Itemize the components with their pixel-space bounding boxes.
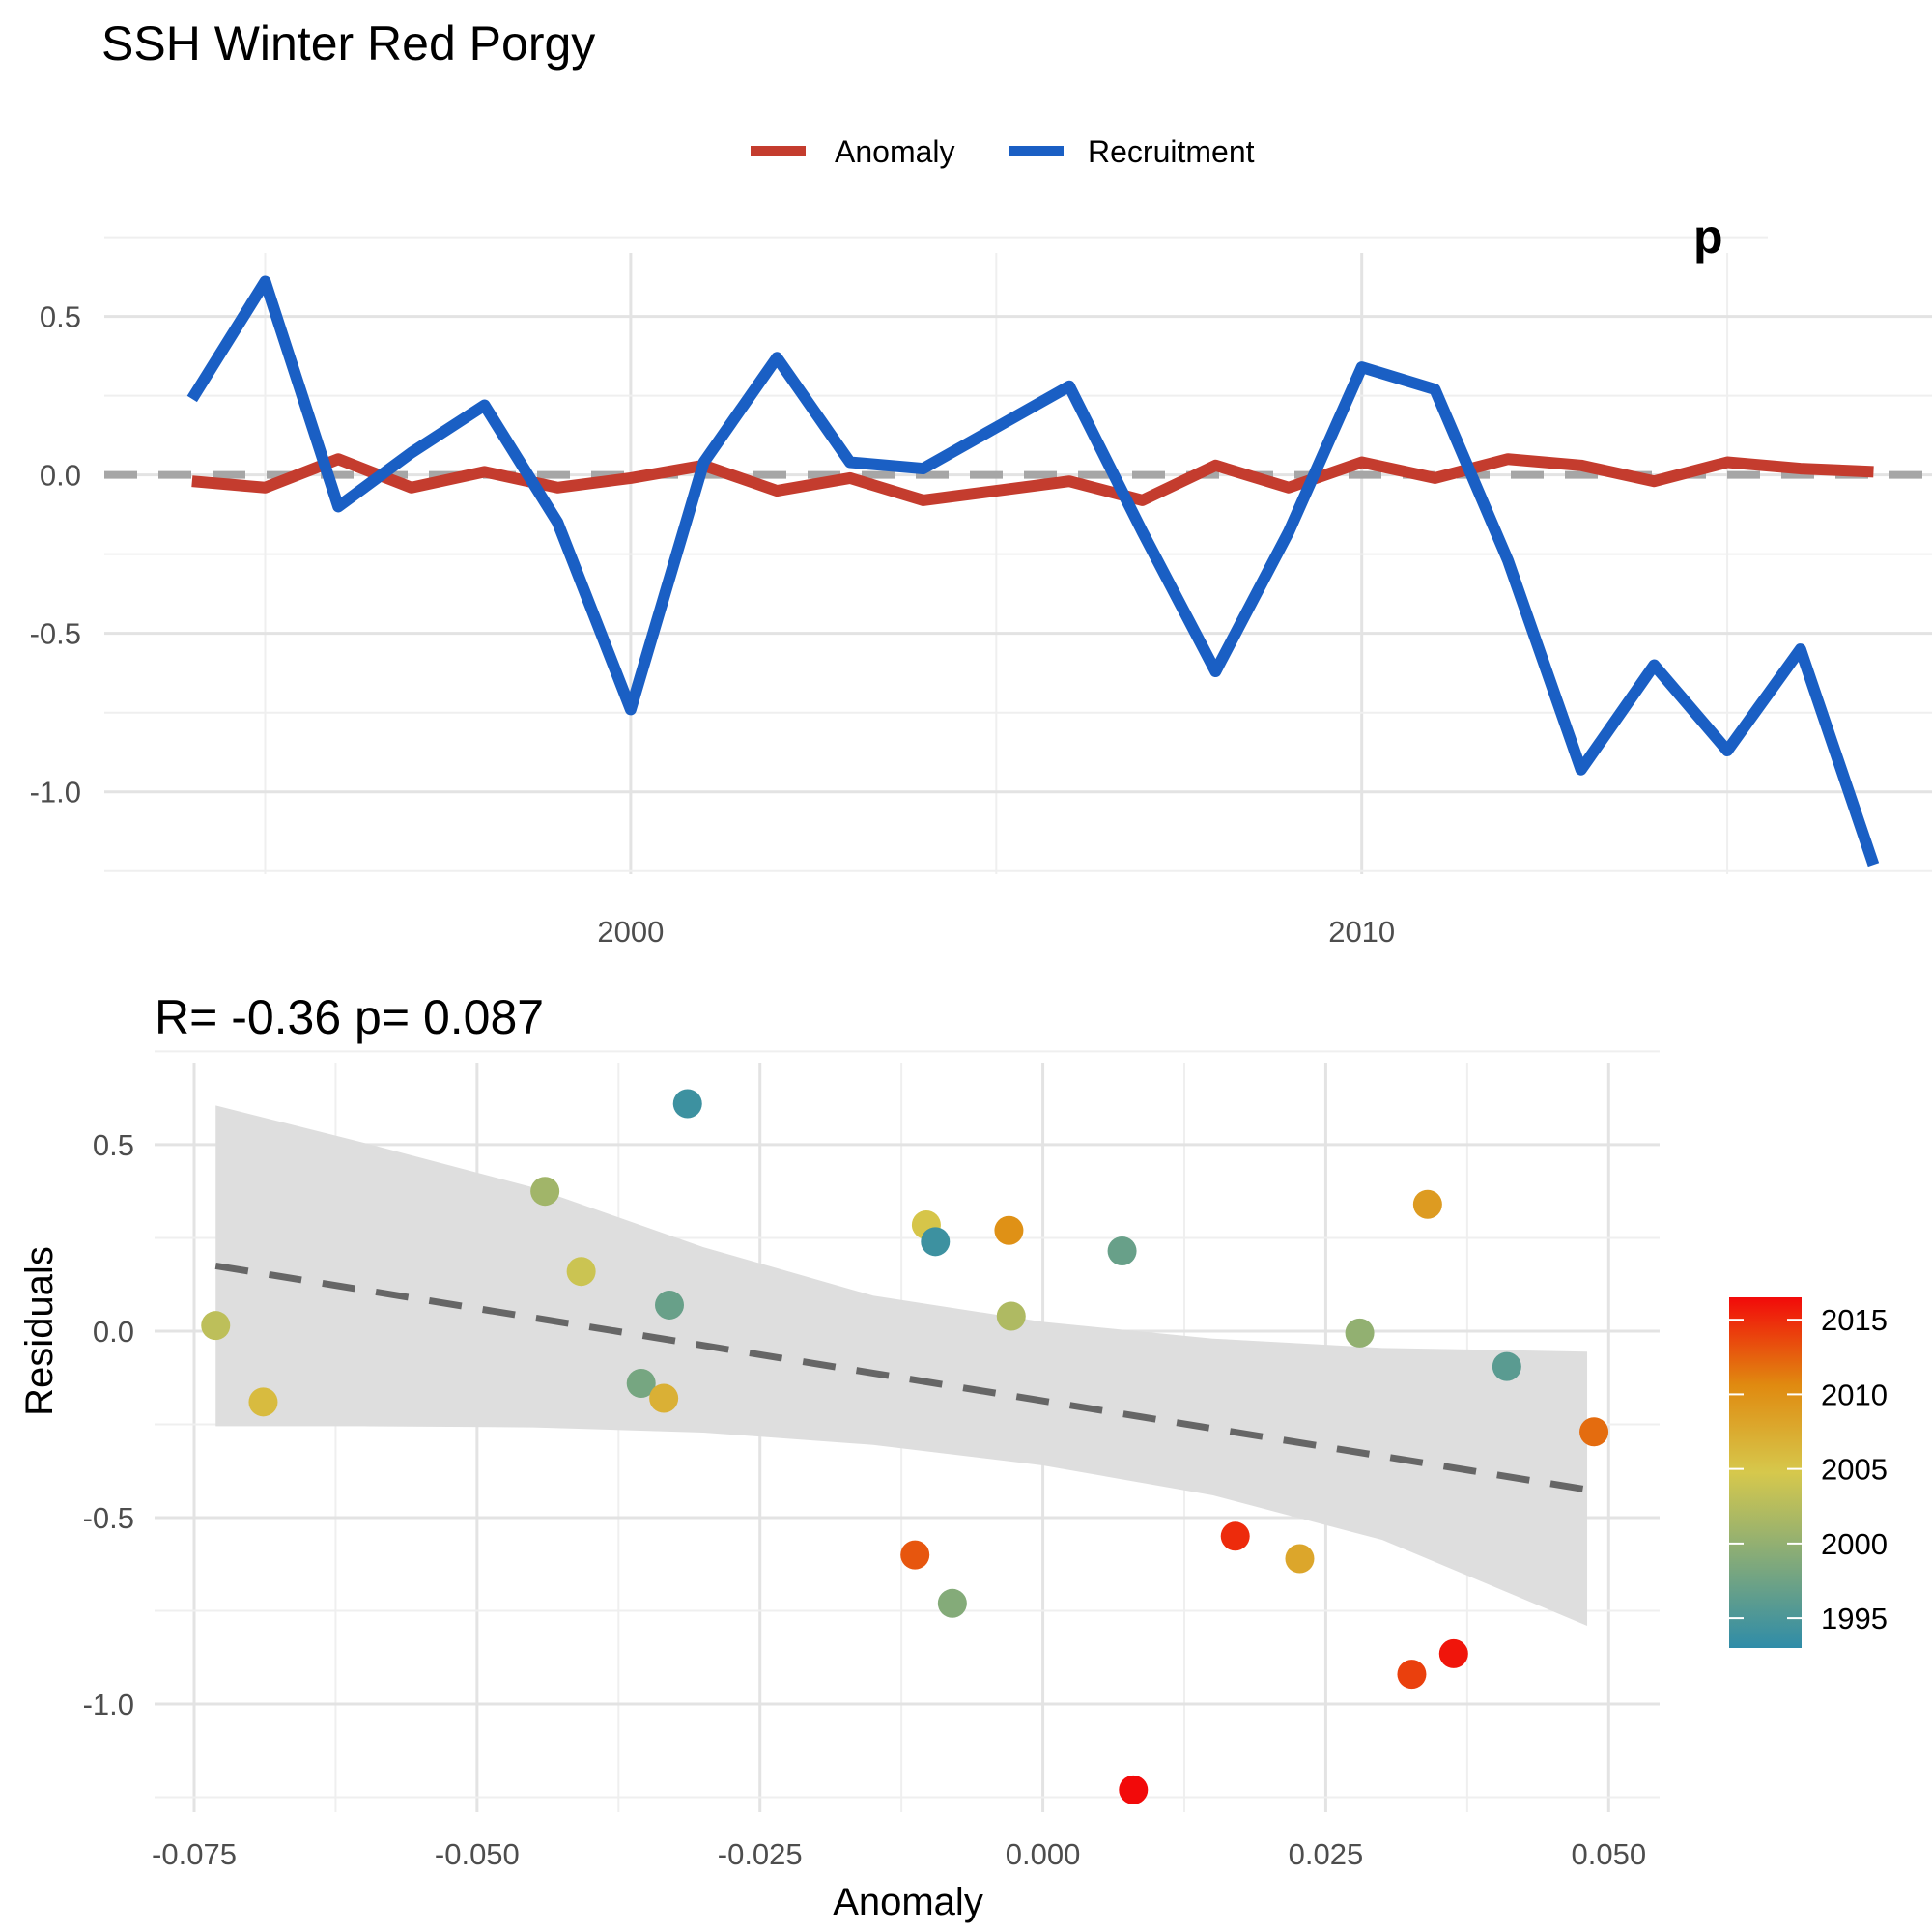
top-chart-gridlines [104, 236, 1932, 874]
colorbar-tick-label: 2005 [1821, 1453, 1888, 1487]
colorbar-tick-label: 2015 [1821, 1303, 1888, 1337]
top-y-tick-label: -1.0 [30, 776, 81, 810]
scatter-point [996, 1301, 1026, 1331]
scatter-point [1397, 1660, 1427, 1690]
bottom-chart-points [201, 1089, 1609, 1804]
scatter-point [248, 1387, 278, 1417]
scatter-point [672, 1089, 702, 1119]
scatter-point [900, 1540, 930, 1570]
scatter-point [1492, 1351, 1521, 1381]
scatter-point [1220, 1521, 1250, 1551]
scatter-point [1438, 1638, 1468, 1668]
series-line-anomaly [191, 453, 1874, 506]
scatter-point [626, 1369, 656, 1399]
top-chart-corner-annotation: p [1693, 210, 1723, 264]
scatter-point [1119, 1775, 1149, 1804]
top-chart-legend: Anomaly Recruitment [751, 134, 1255, 169]
bottom-y-tick-label: 0.5 [93, 1128, 134, 1162]
scatter-point [1579, 1417, 1609, 1447]
scatter-point [1107, 1236, 1137, 1265]
series-line-recruitment [186, 275, 1880, 867]
scatter-point [655, 1290, 684, 1320]
top-y-tick-label: 0.5 [40, 300, 81, 334]
bottom-chart-y-ticks: 0.5 0.0 -0.5 -1.0 [83, 1128, 134, 1721]
bottom-x-tick-label: -0.025 [718, 1837, 803, 1871]
scatter-point [649, 1383, 679, 1413]
top-chart-series [186, 275, 1880, 867]
bottom-x-tick-label: 0.050 [1571, 1837, 1646, 1871]
scatter-point [1345, 1318, 1375, 1348]
top-x-tick-label: 2010 [1328, 915, 1395, 949]
colorbar-tick-label: 2000 [1821, 1527, 1888, 1561]
top-chart-title: SSH Winter Red Porgy [101, 16, 595, 71]
legend-label-anomaly: Anomaly [835, 134, 955, 169]
scatter-point [937, 1588, 967, 1618]
bottom-chart-confidence-band [215, 1105, 1588, 1626]
colorbar-ticks: 2015 2010 2005 2000 1995 [1729, 1303, 1888, 1635]
colorbar [1729, 1297, 1802, 1648]
scatter-point [994, 1215, 1024, 1245]
bottom-x-tick-label: -0.075 [152, 1837, 237, 1871]
top-x-tick-label: 2000 [597, 915, 664, 949]
colorbar-tick-label: 1995 [1821, 1602, 1888, 1635]
bottom-x-tick-label: 0.025 [1289, 1837, 1364, 1871]
bottom-x-tick-label: 0.000 [1006, 1837, 1081, 1871]
bottom-x-tick-label: -0.050 [435, 1837, 520, 1871]
scatter-point [201, 1311, 231, 1341]
top-y-tick-label: 0.0 [40, 459, 81, 493]
top-y-tick-label: -0.5 [30, 617, 81, 651]
bottom-chart-title: R= -0.36 p= 0.087 [155, 990, 544, 1044]
legend-label-recruitment: Recruitment [1088, 134, 1255, 169]
bottom-y-tick-label: -1.0 [83, 1688, 134, 1721]
scatter-point [566, 1257, 596, 1287]
top-chart-y-ticks: 0.5 0.0 -0.5 -1.0 [30, 300, 81, 810]
scatter-point [1412, 1189, 1442, 1219]
scatter-point [921, 1227, 951, 1257]
scatter-point [1285, 1544, 1315, 1574]
bottom-chart-y-axis-title: Residuals [18, 1246, 61, 1416]
colorbar-legend: 2015 2010 2005 2000 1995 [1729, 1297, 1888, 1648]
bottom-chart-x-ticks: -0.075 -0.050 -0.025 0.000 0.025 0.050 [152, 1837, 1646, 1871]
bottom-chart-regression-line [214, 1262, 1588, 1493]
corner-annotation-clip [1768, 193, 1932, 270]
scatter-point [530, 1177, 560, 1207]
colorbar-tick-label: 2010 [1821, 1378, 1888, 1411]
bottom-chart-x-axis-title: Anomaly [833, 1881, 983, 1923]
top-chart-x-ticks: 2000 2010 [597, 915, 1395, 949]
bottom-y-tick-label: -0.5 [83, 1501, 134, 1535]
bottom-y-tick-label: 0.0 [93, 1315, 134, 1349]
